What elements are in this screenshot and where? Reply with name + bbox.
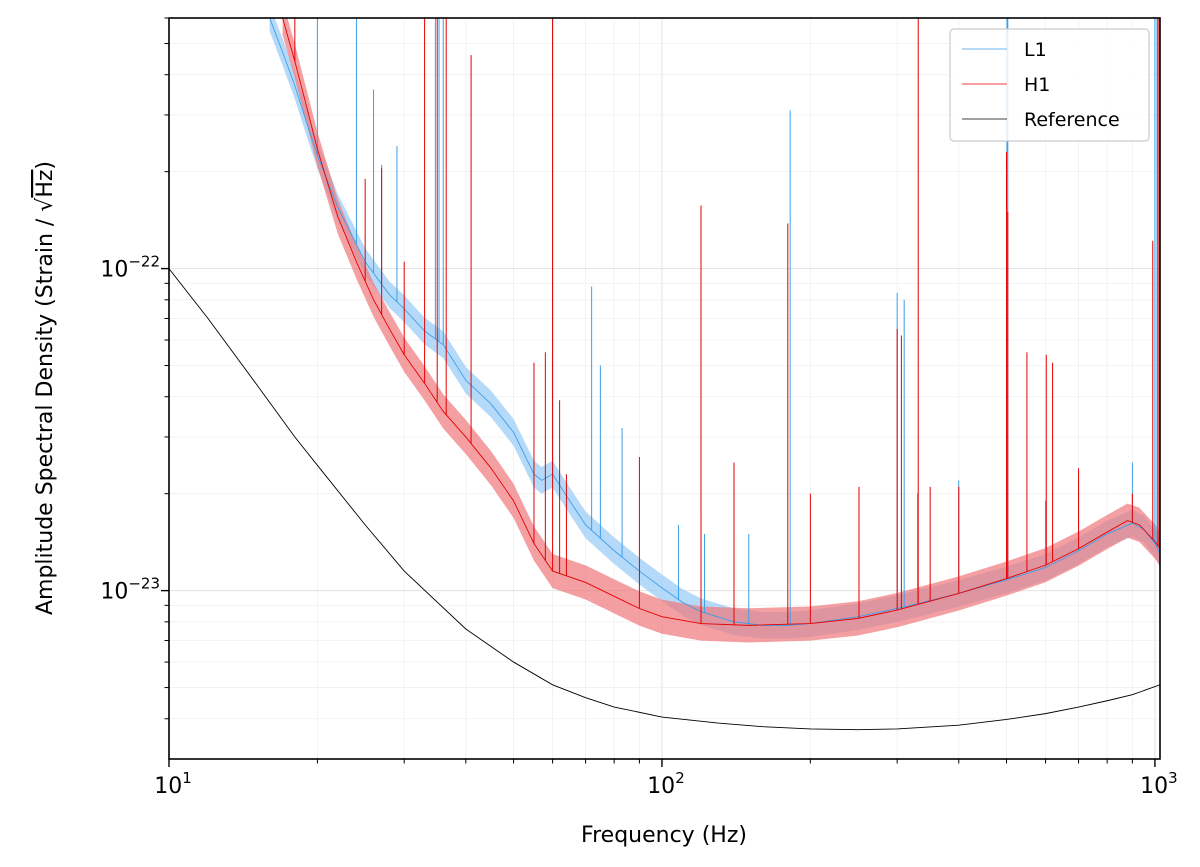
plot-frame	[168, 17, 1161, 760]
series-line-l1	[269, 18, 1160, 626]
y-axis-label-suffix: )	[33, 161, 58, 170]
legend-box	[949, 28, 1150, 142]
legend: L1 H1 Reference	[949, 28, 1150, 142]
band-h1	[282, 18, 1160, 643]
y-axis-label: Amplitude Spectral Density (Strain / √Hz…	[33, 161, 58, 615]
legend-label-reference: Reference	[1024, 109, 1120, 131]
svg-text:Amplitude Spectral Density (St: Amplitude Spectral Density (Strain / √Hz…	[33, 161, 58, 615]
y-axis-label-prefix: Amplitude Spectral Density (Strain /	[33, 212, 58, 615]
x-axis-label: Frequency (Hz)	[581, 823, 747, 848]
x-tick-label: 101	[154, 769, 192, 799]
y-tick-label: 10−22	[100, 253, 160, 283]
sqrt-sign: √	[33, 197, 58, 212]
series-line-reference	[169, 268, 1160, 731]
y-axis-label-unit: Hz	[33, 170, 58, 198]
x-tick-label: 103	[1140, 769, 1178, 799]
legend-label-l1: L1	[1024, 39, 1047, 61]
series-line-h1	[282, 18, 1160, 626]
y-tick-label: 10−23	[100, 575, 160, 605]
legend-label-h1: H1	[1024, 74, 1050, 96]
axis-ticks: 101 102 103 10−23 10−22	[100, 17, 1178, 799]
x-tick-label: 102	[647, 769, 685, 799]
